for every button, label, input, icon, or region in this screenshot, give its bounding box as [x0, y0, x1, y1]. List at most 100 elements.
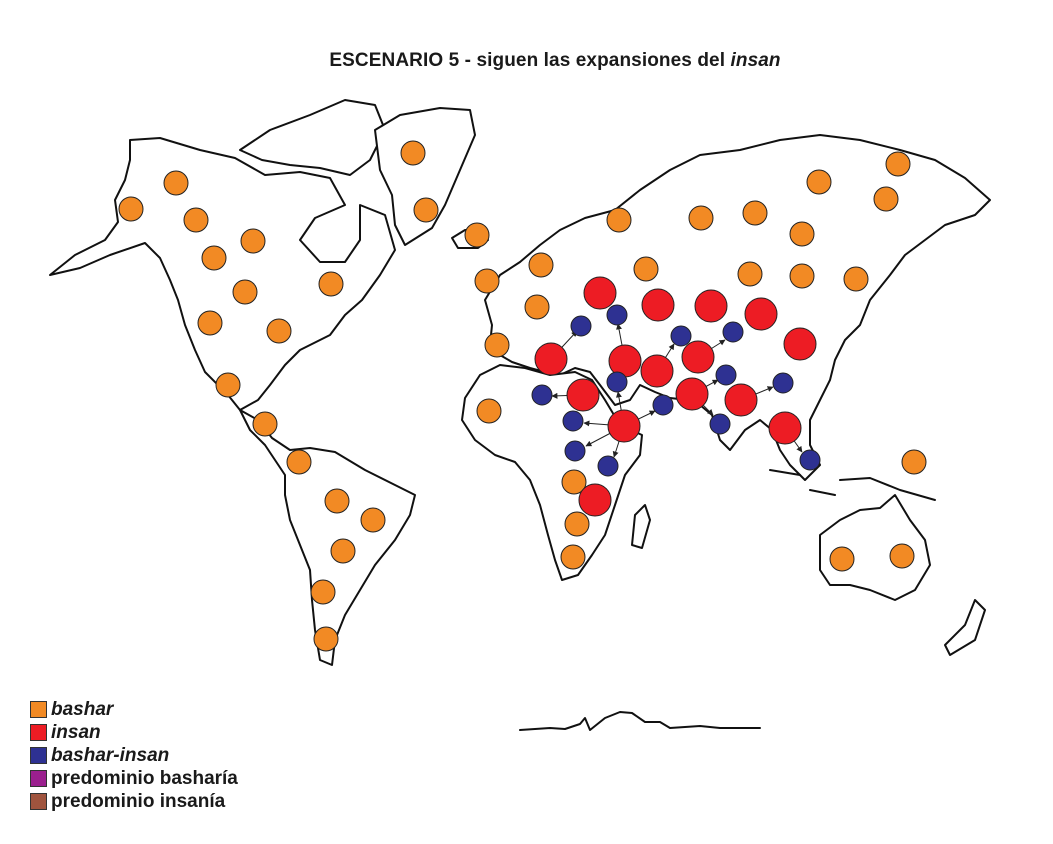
bashar-marker — [310, 579, 336, 605]
insan-marker — [583, 276, 617, 310]
bashar-markers — [118, 140, 927, 652]
legend-label: insan — [51, 721, 101, 743]
bashar-marker — [183, 207, 209, 233]
bashar-marker — [360, 507, 386, 533]
bashar-marker — [843, 266, 869, 292]
north-america-outline — [49, 137, 396, 411]
bashar-insan-marker — [670, 325, 692, 347]
bashar-marker — [560, 544, 586, 570]
insan-marker — [783, 327, 817, 361]
bashar-marker — [889, 543, 915, 569]
bashar-marker — [118, 196, 144, 222]
bashar-marker — [528, 252, 554, 278]
bashar-marker — [737, 261, 763, 287]
legend-label: bashar-insan — [51, 744, 170, 766]
legend-swatch-icon — [30, 724, 47, 741]
legend-item: predominio basharía — [30, 767, 238, 790]
bashar-marker — [330, 538, 356, 564]
page-title: ESCENARIO 5 - siguen las expansiones del… — [0, 50, 1053, 72]
bashar-marker — [313, 626, 339, 652]
madagascar-outline — [631, 504, 651, 549]
insan-marker — [724, 383, 758, 417]
bashar-insan-marker — [709, 413, 731, 435]
bashar-insan-marker — [652, 394, 674, 416]
bashar-marker — [806, 169, 832, 195]
bashar-marker — [742, 200, 768, 226]
antarctica-outline — [519, 711, 761, 731]
bashar-insan-marker — [799, 449, 821, 471]
insan-marker — [566, 378, 600, 412]
insan-marker — [694, 289, 728, 323]
legend: bashar insan bashar-insan predominio bashar… — [30, 698, 238, 813]
bashar-marker — [789, 221, 815, 247]
bashar-marker — [474, 268, 500, 294]
africa-outline — [461, 364, 643, 581]
indonesia-outline — [769, 469, 936, 501]
legend-item: bashar — [30, 698, 238, 721]
legend-swatch-icon — [30, 747, 47, 764]
bashar-marker — [324, 488, 350, 514]
insan-marker — [607, 409, 641, 443]
bashar-marker — [885, 151, 911, 177]
title-prefix: ESCENARIO 5 - siguen las expansiones del — [329, 50, 731, 71]
australia-outline — [819, 494, 931, 601]
bashar-marker — [240, 228, 266, 254]
insan-marker — [675, 377, 709, 411]
insan-markers — [534, 276, 817, 517]
legend-label: predominio basharía — [51, 767, 238, 789]
insan-marker — [641, 288, 675, 322]
legend-swatch-icon — [30, 793, 47, 810]
bashar-insan-marker — [722, 321, 744, 343]
bashar-marker — [901, 449, 927, 475]
bashar-marker — [873, 186, 899, 212]
bashar-marker — [197, 310, 223, 336]
insan-marker — [534, 342, 568, 376]
bashar-marker — [400, 140, 426, 166]
insan-marker — [578, 483, 612, 517]
coastlines — [49, 99, 991, 731]
bashar-marker — [688, 205, 714, 231]
arctic-islands-outline — [239, 99, 386, 176]
insan-marker — [640, 354, 674, 388]
legend-item: insan — [30, 721, 238, 744]
bashar-marker — [215, 372, 241, 398]
bashar-marker — [286, 449, 312, 475]
bashar-insan-marker — [606, 304, 628, 326]
bashar-marker — [789, 263, 815, 289]
title-emphasis: insan — [730, 50, 781, 71]
bashar-insan-marker — [564, 440, 586, 462]
bashar-marker — [201, 245, 227, 271]
insan-marker — [681, 340, 715, 374]
bashar-marker — [633, 256, 659, 282]
new-zealand-outline — [944, 599, 986, 656]
bashar-insan-marker — [570, 315, 592, 337]
bashar-insan-marker — [772, 372, 794, 394]
legend-label: bashar — [51, 698, 114, 720]
bashar-insan-marker — [606, 371, 628, 393]
bashar-insan-markers — [531, 304, 821, 477]
bashar-marker — [163, 170, 189, 196]
insan-marker — [768, 411, 802, 445]
bashar-marker — [829, 546, 855, 572]
legend-item: bashar-insan — [30, 744, 238, 767]
bashar-insan-marker — [562, 410, 584, 432]
legend-swatch-icon — [30, 770, 47, 787]
bashar-insan-marker — [715, 364, 737, 386]
bashar-marker — [564, 511, 590, 537]
bashar-marker — [464, 222, 490, 248]
bashar-insan-marker — [531, 384, 553, 406]
bashar-marker — [318, 271, 344, 297]
greenland-outline — [374, 107, 476, 246]
bashar-marker — [484, 332, 510, 358]
bashar-insan-marker — [597, 455, 619, 477]
bashar-marker — [413, 197, 439, 223]
south-america-outline — [239, 409, 416, 666]
bashar-marker — [524, 294, 550, 320]
bashar-marker — [476, 398, 502, 424]
bashar-marker — [606, 207, 632, 233]
bashar-marker — [266, 318, 292, 344]
legend-label: predominio insanía — [51, 790, 226, 812]
legend-swatch-icon — [30, 701, 47, 718]
insan-marker — [744, 297, 778, 331]
